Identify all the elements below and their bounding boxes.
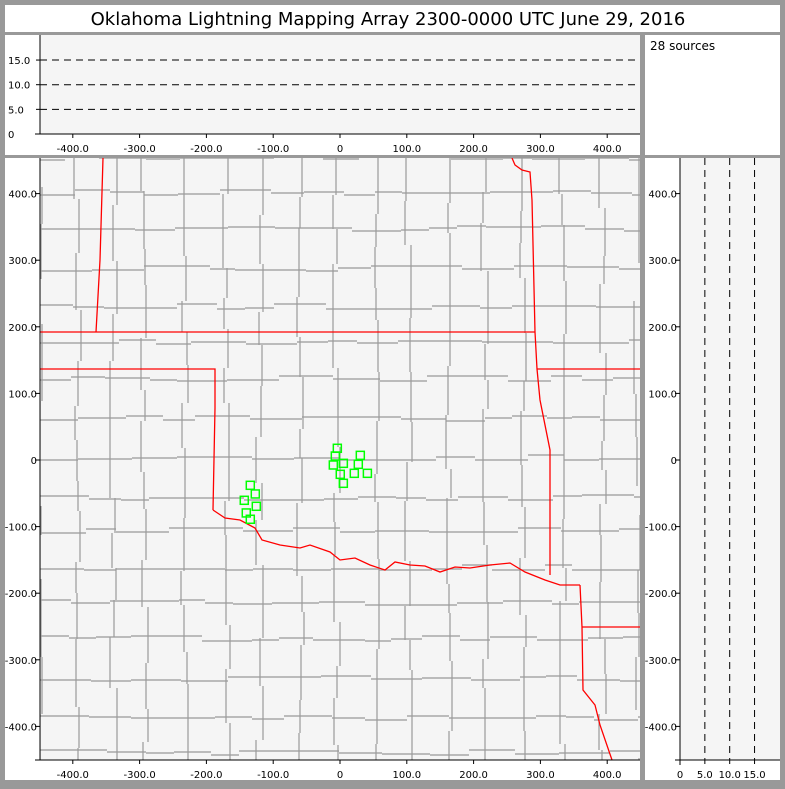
y-tick-label: 0 [8, 130, 14, 141]
y-tick-label: 400.0 [648, 190, 677, 201]
x-tick-label: 400.0 [593, 770, 622, 781]
lightning-source-marker [338, 458, 349, 469]
x-tick-label: -300.0 [123, 770, 155, 781]
source-count: 28 sources [650, 39, 715, 53]
x-tick-label: 300.0 [526, 770, 555, 781]
plan-view-map: -400.0 -300.0 -200.0 -100.0 0 100.0 200.0 300.0… [5, 158, 640, 781]
y-tick-label: 100.0 [8, 389, 37, 400]
x-tick-label: 5.0 [697, 770, 713, 781]
x-tick-label: 15.0 [743, 770, 765, 781]
x-tick-label: 0 [337, 770, 343, 781]
lightning-source-marker [338, 478, 349, 489]
y-tick-label: -100.0 [645, 523, 677, 534]
y-tick-label: -400.0 [645, 722, 677, 733]
title-bar [5, 5, 780, 32]
y-tick-label: -200.0 [645, 589, 677, 600]
y-tick-label: -200.0 [5, 589, 37, 600]
y-tick-label: 300.0 [648, 256, 677, 267]
x-tick-label: 0 [337, 144, 343, 155]
x-tick-label: 0 [677, 770, 683, 781]
lightning-source-marker [362, 468, 373, 479]
state-border [534, 331, 551, 575]
x-tick-label: 400.0 [593, 144, 622, 155]
lightning-source-marker [239, 495, 250, 506]
x-tick-label: -100.0 [257, 770, 289, 781]
y-tick-label: 5.0 [8, 105, 24, 116]
altitude-y-panel: 0 5.0 10.0 15.0 400.0 300.0 200.0 100.0 0 -100.0 -… [645, 158, 780, 781]
lightning-source-marker [245, 514, 256, 525]
y-tick-label: -300.0 [5, 656, 37, 667]
state-border [579, 584, 613, 760]
state-borders [40, 158, 640, 760]
y-tick-label: 300.0 [8, 256, 37, 267]
lightning-source-marker [245, 480, 256, 491]
lightning-source-marker [335, 469, 346, 480]
x-tick-label: 300.0 [526, 144, 555, 155]
lightning-source-marker [330, 451, 341, 461]
y-tick-label: 15.0 [8, 56, 30, 67]
altitude-x-panel: 0 5.0 10.0 15.0 -400.0 -300.0 -200.0 -100.0 0 100… [5, 35, 640, 155]
state-border [212, 509, 580, 586]
y-tick-label: -100.0 [5, 523, 37, 534]
state-border [511, 158, 536, 333]
y-tick-label: -300.0 [645, 656, 677, 667]
x-tick-label: 200.0 [459, 770, 488, 781]
y-tick-label: 200.0 [648, 323, 677, 334]
y-tick-label: 200.0 [8, 323, 37, 334]
figure-title: Oklahoma Lightning Mapping Array 2300-00… [91, 9, 686, 30]
x-tick-label: -400.0 [57, 144, 89, 155]
county-borders [40, 158, 640, 760]
y-tick-label: 400.0 [8, 190, 37, 201]
x-tick-label: -200.0 [190, 144, 222, 155]
x-tick-label: 100.0 [392, 144, 421, 155]
x-tick-label: -400.0 [57, 770, 89, 781]
x-tick-label: 200.0 [459, 144, 488, 155]
y-tick-label: 10.0 [8, 81, 30, 92]
x-tick-label: -200.0 [190, 770, 222, 781]
county-lines [40, 158, 640, 760]
y-tick-label: 0 [671, 456, 677, 467]
lightning-source-marker [251, 501, 262, 512]
lightning-source-marker [328, 460, 339, 470]
y-tick-label: -400.0 [5, 722, 37, 733]
source-count-box: 28 sources [645, 35, 780, 155]
lightning-sources [239, 443, 373, 525]
x-tick-label: -100.0 [257, 144, 289, 155]
x-tick-label: 10.0 [719, 770, 741, 781]
lightning-source-marker [349, 468, 360, 479]
x-tick-label: 100.0 [392, 770, 421, 781]
y-tick-label: 0 [31, 456, 37, 467]
lightning-source-marker [355, 450, 366, 461]
x-tick-label: -300.0 [123, 144, 155, 155]
lightning-source-marker [250, 489, 261, 499]
state-border [40, 368, 216, 511]
state-border [95, 158, 104, 333]
lightning-source-marker [353, 459, 364, 470]
y-tick-label: 100.0 [648, 389, 677, 400]
